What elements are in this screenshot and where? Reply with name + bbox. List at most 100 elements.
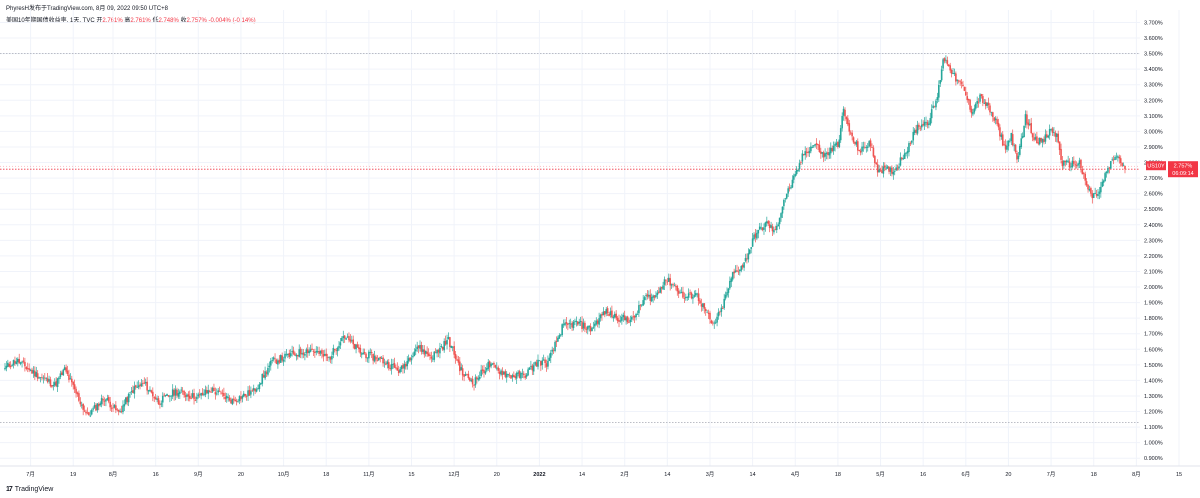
candle-684	[976, 96, 978, 108]
candle-350	[501, 367, 504, 380]
candle-235	[338, 341, 340, 351]
candle-778	[1109, 160, 1112, 169]
candle-405	[579, 316, 582, 327]
candle-249	[358, 344, 360, 353]
candle-734	[1047, 134, 1050, 139]
candle-230	[331, 351, 333, 364]
candle-456	[652, 294, 654, 303]
candle-272	[390, 358, 393, 375]
candle-116	[169, 394, 171, 403]
candle-603	[861, 142, 863, 155]
candle-688	[982, 94, 984, 107]
candle-787	[1122, 162, 1125, 167]
candle-250	[359, 344, 362, 357]
candle-434	[621, 313, 623, 325]
tradingview-logo[interactable]: 17 TradingView	[6, 486, 53, 493]
candle-429	[613, 311, 616, 319]
candle-487	[696, 292, 698, 298]
candle-420	[601, 312, 603, 321]
candle-270	[387, 359, 390, 371]
candle-135	[196, 392, 198, 403]
candle-773	[1102, 179, 1105, 187]
candle-262	[376, 355, 379, 362]
candle-331	[474, 374, 477, 388]
price-chart[interactable]: 0.900% 1.000% 1.100% 1.200% 1.300% 1.400% 1.50…	[0, 10, 1200, 486]
candle-484	[692, 293, 694, 304]
candle-768	[1095, 189, 1098, 198]
candle-205	[295, 353, 298, 361]
candle-311	[446, 334, 448, 350]
candle-70	[103, 397, 106, 406]
candle-274	[393, 357, 396, 369]
candle-401	[574, 318, 576, 325]
candle-663	[946, 56, 949, 67]
publish-caption: PhyresH发布于TradingView.com, 8月 09, 2022 0…	[6, 6, 168, 12]
candle-636	[908, 141, 910, 157]
candle-457	[653, 294, 656, 301]
candle-451	[645, 293, 647, 301]
candle-167	[241, 394, 244, 403]
price-tick-23: 3.200%	[1144, 98, 1163, 104]
candle-264	[379, 356, 382, 363]
candle-676	[965, 86, 967, 96]
price-tick-17: 2.600%	[1144, 192, 1163, 198]
time-tick-1: 19	[70, 472, 76, 478]
candle-514	[734, 265, 737, 273]
candles[interactable]	[4, 55, 1126, 418]
price-axis[interactable]: 0.900% 1.000% 1.100% 1.200% 1.300% 1.400% 1.50…	[1144, 20, 1163, 462]
candle-53	[79, 397, 82, 407]
candle-204	[294, 351, 296, 356]
candle-432	[618, 314, 620, 328]
candle-667	[952, 67, 954, 75]
candle-335	[480, 364, 482, 378]
candle-259	[372, 353, 374, 365]
candle-296	[424, 350, 427, 357]
candle-221	[318, 346, 320, 357]
candle-750	[1070, 162, 1072, 172]
candle-308	[441, 346, 444, 352]
candle-626	[893, 170, 896, 176]
candle-202	[291, 345, 293, 357]
candle-173	[250, 386, 252, 399]
price-tick-25: 3.400%	[1144, 67, 1163, 73]
candle-637	[909, 141, 912, 146]
candle-681	[972, 108, 974, 117]
candle-309	[443, 338, 445, 353]
candle-92	[134, 384, 137, 390]
candle-610	[871, 143, 873, 149]
candle-558	[797, 168, 799, 173]
candle-609	[869, 138, 872, 152]
candle-469	[670, 283, 673, 289]
candle-64	[95, 403, 97, 412]
candle-703	[1003, 140, 1005, 146]
candle-752	[1073, 156, 1075, 167]
candle-314	[450, 345, 453, 349]
candle-248	[356, 341, 359, 349]
candle-290	[416, 341, 418, 352]
candle-659	[940, 65, 943, 83]
candle-437	[625, 315, 627, 325]
candle-141	[204, 385, 207, 398]
candle-396	[567, 322, 569, 331]
candle-48	[72, 381, 75, 390]
time-tick-24: 7月	[1047, 471, 1056, 478]
candle-376	[538, 360, 541, 362]
candle-788	[1124, 165, 1126, 174]
candle-627	[895, 164, 897, 171]
candle-460	[658, 286, 660, 294]
candle-238	[342, 330, 345, 344]
candle-297	[426, 346, 428, 358]
candle-324	[464, 371, 467, 377]
candle-157	[227, 393, 229, 402]
candle-234	[336, 346, 339, 357]
candle-118	[171, 384, 174, 400]
candle-126	[183, 389, 185, 398]
candle-171	[247, 386, 249, 402]
candle-696	[993, 116, 996, 124]
candle-341	[488, 360, 491, 373]
last-price-tag: US10Y 2.757%06:09:14	[1146, 161, 1198, 178]
time-axis[interactable]: 7月 19 8月 16 9月 20 10月 18 11月 15 12月 20 2022 14 2月 14 3月 1…	[0, 465, 1200, 478]
candle-411	[588, 325, 590, 332]
candle-398	[569, 318, 572, 329]
time-tick-13: 14	[579, 472, 585, 478]
